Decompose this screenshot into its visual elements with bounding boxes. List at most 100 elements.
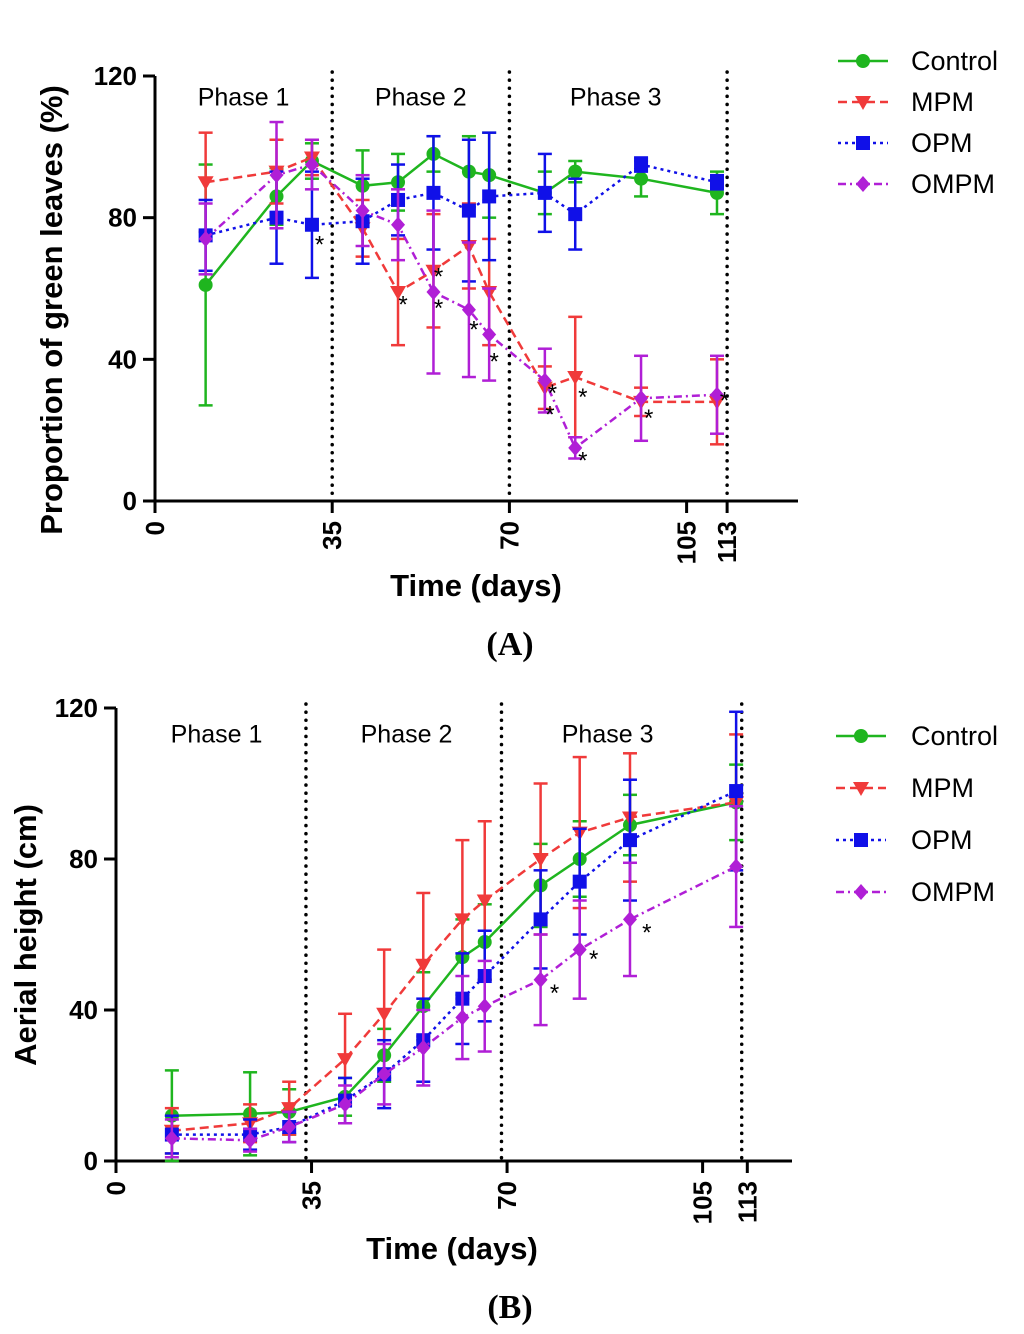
- legend-marker: [854, 833, 868, 847]
- chart-panel-b: Phase 1 Phase 2 Phase 3 0 40 80 120 0 35 70 105 113…: [8, 693, 792, 1266]
- data-point: [390, 286, 407, 301]
- significance-star: *: [469, 316, 478, 343]
- data-point: [461, 203, 476, 218]
- data-point: [164, 1130, 179, 1147]
- x-tick-label: 70: [492, 1181, 522, 1210]
- data-point: [415, 958, 432, 973]
- data-point: [572, 874, 587, 889]
- data-point: [482, 326, 497, 343]
- data-point: [568, 207, 583, 222]
- significance-star: *: [644, 405, 653, 432]
- legend-label: OMPM: [911, 877, 995, 907]
- data-point: [304, 156, 319, 173]
- series-line: [171, 801, 737, 1133]
- data-point: [304, 217, 319, 232]
- data-point: [198, 277, 213, 292]
- y-tick-label: 80: [108, 203, 137, 233]
- legend-marker: [853, 782, 869, 796]
- legend-label: OPM: [911, 128, 973, 158]
- data-point: [269, 167, 284, 184]
- data-point: [568, 439, 583, 456]
- data-point: [568, 164, 583, 179]
- panel-label-a: (A): [486, 626, 533, 663]
- data-point: [281, 1102, 298, 1117]
- data-point: [622, 833, 637, 848]
- legend-marker: [856, 136, 870, 150]
- phase-label-3: Phase 3: [562, 720, 654, 748]
- series-ompm: [198, 120, 724, 460]
- significance-star: *: [398, 292, 407, 319]
- data-point: [537, 185, 552, 200]
- phase-label-2: Phase 2: [361, 720, 453, 748]
- legend-marker: [856, 54, 870, 68]
- series-line: [171, 865, 737, 1142]
- phase-label-1: Phase 1: [198, 83, 290, 111]
- legend-label: OPM: [911, 825, 973, 855]
- significance-star: *: [315, 231, 324, 258]
- legend-item-opm: OPM: [838, 128, 973, 158]
- x-tick-label: 105: [688, 1181, 718, 1224]
- data-point: [532, 853, 549, 867]
- data-point: [282, 1119, 297, 1136]
- series-control: [164, 763, 744, 1163]
- data-point: [477, 998, 492, 1015]
- x-tick-label: 105: [672, 521, 702, 564]
- significance-star: *: [589, 946, 598, 973]
- y-axis-title: Aerial height (cm): [8, 804, 43, 1066]
- phase-label-3: Phase 3: [570, 83, 662, 111]
- x-tick-label: 70: [494, 521, 524, 550]
- y-tick-label: 120: [55, 693, 98, 723]
- y-tick-label: 80: [69, 844, 98, 874]
- x-tick-label: 113: [712, 521, 742, 563]
- data-point: [338, 1096, 353, 1113]
- data-point: [572, 941, 587, 958]
- significance-star: *: [578, 384, 587, 411]
- panel-label-b: (B): [487, 1289, 532, 1326]
- significance-star: *: [490, 348, 499, 375]
- data-point: [355, 202, 370, 219]
- data-point: [197, 176, 214, 191]
- data-point: [634, 157, 649, 172]
- data-point: [709, 386, 724, 403]
- y-tick-label: 0: [84, 1146, 98, 1176]
- legend-marker: [856, 176, 870, 192]
- data-point: [634, 390, 649, 407]
- legend-item-ompm: OMPM: [836, 877, 995, 907]
- significance-star: *: [550, 980, 559, 1007]
- legend-item-opm: OPM: [836, 825, 973, 855]
- y-axis-title: Proportion of green leaves (%): [34, 85, 69, 535]
- legend-label: Control: [911, 721, 998, 751]
- x-tick-label: 113: [732, 1181, 762, 1223]
- legend-item-mpm: MPM: [836, 773, 974, 803]
- data-point: [337, 1053, 354, 1068]
- legend-label: MPM: [911, 87, 974, 117]
- data-point: [482, 189, 497, 204]
- y-tick-label: 120: [94, 61, 137, 91]
- x-axis-title: Time (days): [390, 568, 562, 603]
- legend-panel-a: Control MPM OPM OMPM: [838, 46, 998, 199]
- data-point: [377, 1066, 392, 1083]
- data-point: [198, 230, 213, 247]
- series-ompm: [164, 804, 744, 1159]
- series-line: [204, 152, 718, 286]
- legend-marker: [854, 729, 868, 743]
- series-line: [171, 801, 737, 1117]
- data-point: [634, 171, 649, 186]
- legend-label: Control: [911, 46, 998, 76]
- data-point: [476, 894, 493, 909]
- data-point: [455, 1009, 470, 1026]
- data-point: [416, 1039, 431, 1056]
- legend-label: MPM: [911, 773, 974, 803]
- legend-item-control: Control: [838, 46, 998, 76]
- data-point: [729, 858, 744, 875]
- phase-label-1: Phase 1: [171, 720, 263, 748]
- data-point: [426, 284, 441, 301]
- y-tick-label: 0: [123, 486, 137, 516]
- significance-star: *: [720, 387, 729, 414]
- legend-label: OMPM: [911, 169, 995, 199]
- series-line: [205, 163, 718, 237]
- data-point: [243, 1132, 258, 1149]
- data-point: [533, 971, 548, 988]
- significance-star: *: [578, 448, 587, 475]
